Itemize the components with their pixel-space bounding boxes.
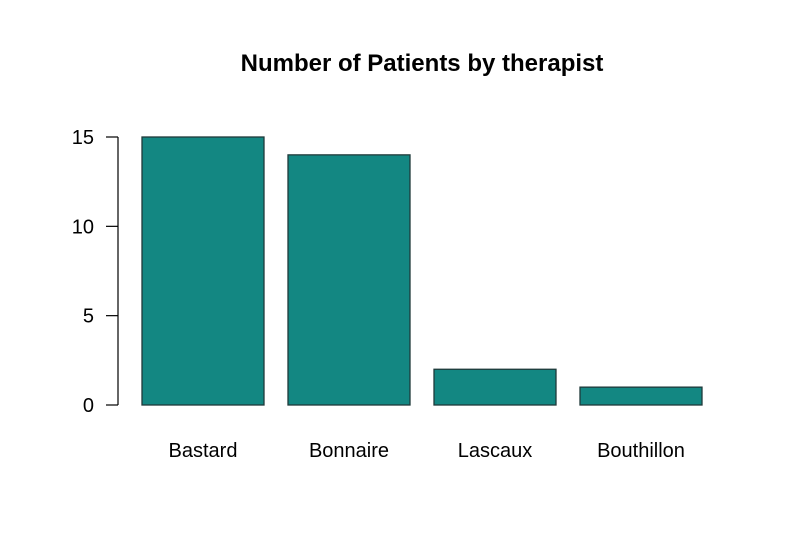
chart-title: Number of Patients by therapist: [241, 50, 604, 77]
y-tick-label: 15: [72, 127, 94, 149]
bar: [579, 386, 703, 406]
y-axis: 0 5 10 15: [72, 127, 119, 417]
y-tick-label: 5: [83, 306, 94, 328]
x-category-label: Lascaux: [458, 440, 533, 462]
bar: [287, 154, 411, 406]
y-tick-label: 0: [83, 395, 94, 417]
bars: [141, 136, 703, 406]
bar: [433, 368, 557, 406]
y-tick-label: 10: [72, 216, 94, 238]
x-category-labels: Bastard Bonnaire Lascaux Bouthillon: [169, 440, 685, 462]
x-category-label: Bastard: [169, 440, 238, 462]
x-category-label: Bonnaire: [309, 440, 389, 462]
x-category-label: Bouthillon: [597, 440, 685, 462]
bar: [141, 136, 265, 406]
